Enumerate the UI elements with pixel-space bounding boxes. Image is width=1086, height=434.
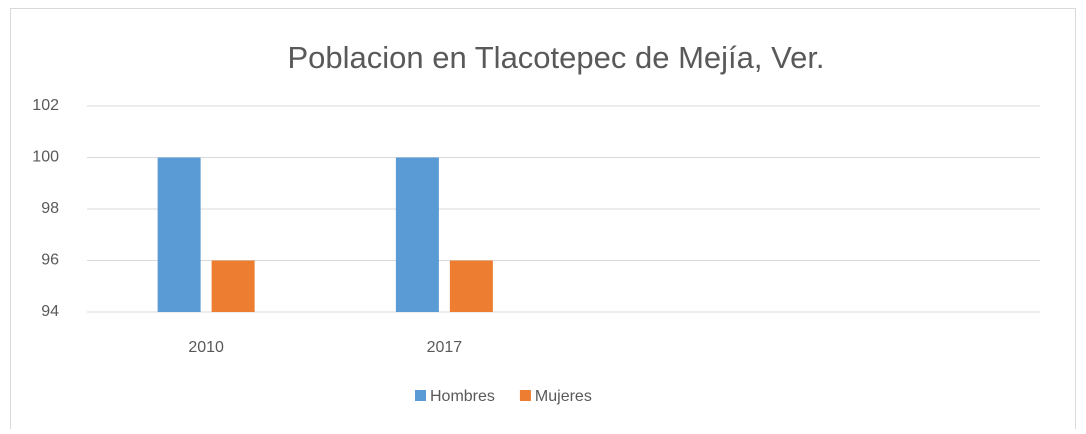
chart-title: Poblacion en Tlacotepec de Mejía, Ver. xyxy=(287,40,824,75)
y-tick-label: 98 xyxy=(41,200,59,217)
y-tick-label: 102 xyxy=(32,97,59,114)
bar xyxy=(157,157,201,312)
legend-swatch xyxy=(415,390,426,401)
y-tick-label: 94 xyxy=(41,303,59,320)
legend-swatch xyxy=(519,390,531,401)
x-tick-label: 2017 xyxy=(427,339,463,356)
legend-label: Hombres xyxy=(430,388,495,405)
legend-label: Mujeres xyxy=(535,388,592,405)
bar xyxy=(211,260,255,312)
bar xyxy=(395,157,439,312)
x-tick-label: 2010 xyxy=(188,339,224,356)
bar xyxy=(449,260,493,312)
y-tick-label: 96 xyxy=(41,252,59,269)
y-tick-label: 100 xyxy=(32,149,59,166)
